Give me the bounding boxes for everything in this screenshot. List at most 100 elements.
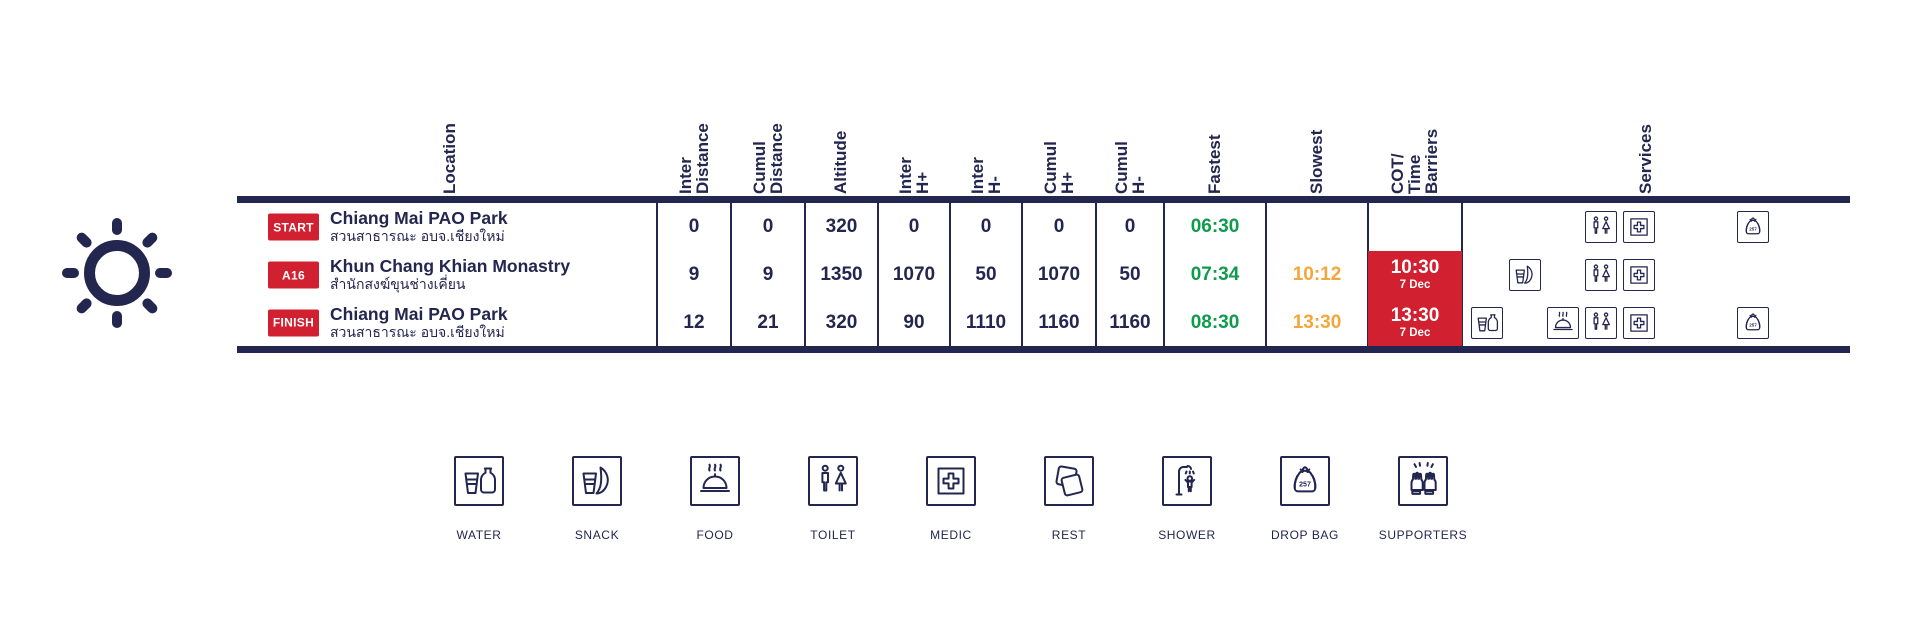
cot-cell: 10:30 7 Dec <box>1368 251 1462 299</box>
header-cot-time-barriers: COT/ Time Barriers <box>1388 128 1441 194</box>
table-row-a16: A16 Khun Chang Khian Monastry สำนักสงฆ์ข… <box>237 251 1850 299</box>
altitude-value: 320 <box>825 216 858 237</box>
cot-date: 7 Dec <box>1399 326 1431 339</box>
rest-icon <box>1044 456 1094 506</box>
altitude-value: 1350 <box>820 264 863 285</box>
inter-h-minus-value: 50 <box>975 264 997 285</box>
location-cell: Chiang Mai PAO Park สวนสาธารณะ อบจ.เชียง… <box>330 208 508 246</box>
checkpoint-badge: A16 <box>268 261 319 289</box>
slowest-time <box>1266 203 1368 251</box>
medic-icon <box>926 456 976 506</box>
services-cell <box>1462 251 1850 299</box>
medic-icon <box>1623 211 1655 243</box>
inter-h-plus-value: 0 <box>908 216 920 237</box>
slowest-time: 10:12 <box>1292 264 1342 285</box>
water-icon <box>454 456 504 506</box>
legend-label: SHOWER <box>1158 528 1216 542</box>
cot-time: 10:30 <box>1390 257 1440 279</box>
inter-distance-value: 9 <box>688 264 700 285</box>
cumul-distance-value: 0 <box>762 216 774 237</box>
dropbag-icon <box>1280 456 1330 506</box>
column-divider <box>730 203 732 346</box>
legend-item-supporters: SUPPORTERS <box>1363 456 1483 542</box>
toilet-icon <box>808 456 858 506</box>
cumul-h-minus-value: 50 <box>1119 264 1141 285</box>
inter-h-plus-value: 1070 <box>892 264 936 285</box>
medic-icon <box>1623 259 1655 291</box>
header-services: Services <box>1636 124 1655 194</box>
water-icon <box>1471 307 1503 339</box>
food-icon <box>690 456 740 506</box>
header-altitude: Altitude <box>831 130 850 194</box>
inter-distance-value: 0 <box>688 216 700 237</box>
toilet-icon <box>1585 307 1617 339</box>
column-divider <box>1095 203 1097 346</box>
column-divider <box>804 203 806 346</box>
legend-label: TOILET <box>810 528 856 542</box>
location-cell: Chiang Mai PAO Park สวนสาธารณะ อบจ.เชียง… <box>330 304 508 342</box>
legend-label: REST <box>1051 528 1087 542</box>
column-divider <box>1461 203 1463 346</box>
fastest-time: 06:30 <box>1190 216 1240 237</box>
header-cumul-distance: Cumul Distance <box>750 123 786 194</box>
table-row-start: START Chiang Mai PAO Park สวนสาธารณะ อบจ… <box>237 203 1850 251</box>
column-divider <box>949 203 951 346</box>
legend-item-snack: SNACK <box>537 456 657 542</box>
dropbag-icon <box>1737 211 1769 243</box>
cumul-h-plus-value: 0 <box>1053 216 1065 237</box>
location-cell: Khun Chang Khian Monastry สำนักสงฆ์ขุนช่… <box>330 256 570 294</box>
column-divider <box>1265 203 1267 346</box>
supporters-icon <box>1398 456 1448 506</box>
cumul-h-minus-value: 0 <box>1124 216 1136 237</box>
cot-time: 13:30 <box>1390 304 1440 326</box>
header-inter-h-minus: Inter H- <box>968 157 1004 194</box>
cot-cell <box>1368 203 1462 251</box>
inter-h-plus-value: 90 <box>903 311 925 333</box>
toilet-icon <box>1585 211 1617 243</box>
legend-item-rest: REST <box>1009 456 1129 542</box>
cot-cell: 13:30 7 Dec <box>1368 299 1462 346</box>
cumul-distance-value: 9 <box>762 264 774 285</box>
finish-badge: FINISH <box>268 309 319 336</box>
header-cumul-h-minus: Cumul H- <box>1112 141 1148 194</box>
legend-item-medic: MEDIC <box>891 456 1011 542</box>
legend-item-dropbag: DROP BAG <box>1245 456 1365 542</box>
dropbag-icon <box>1737 307 1769 339</box>
legend-label: MEDIC <box>930 528 972 542</box>
legend-item-toilet: TOILET <box>773 456 893 542</box>
cot-date: 7 Dec <box>1399 279 1431 292</box>
legend-label: SUPPORTERS <box>1378 528 1468 542</box>
header-slowest: Slowest <box>1307 129 1326 194</box>
location-name: Chiang Mai PAO Park <box>330 208 508 229</box>
inter-h-minus-value: 1110 <box>965 311 1007 333</box>
legend-label: SNACK <box>574 528 620 542</box>
location-name: Chiang Mai PAO Park <box>330 303 508 324</box>
snack-icon <box>572 456 622 506</box>
fastest-time: 08:30 <box>1190 311 1240 333</box>
slowest-time: 13:30 <box>1292 311 1342 333</box>
food-icon <box>1547 307 1579 339</box>
header-cumul-h-plus: Cumul H+ <box>1041 141 1077 194</box>
cumul-h-plus-value: 1070 <box>1037 264 1081 285</box>
header-inter-h-plus: Inter H+ <box>896 157 932 194</box>
location-name: Khun Chang Khian Monastry <box>330 256 571 277</box>
location-name-thai: สำนักสงฆ์ขุนช่างเคี่ยน <box>330 276 466 293</box>
column-divider <box>877 203 879 346</box>
legend-item-shower: SHOWER <box>1127 456 1247 542</box>
column-divider <box>1021 203 1023 346</box>
cumul-h-plus-value: 1160 <box>1038 311 1080 333</box>
header-fastest: Fastest <box>1205 134 1224 194</box>
legend-item-food: FOOD <box>655 456 775 542</box>
inter-h-minus-value: 0 <box>980 216 992 237</box>
cumul-distance-value: 21 <box>757 311 779 333</box>
legend-item-water: WATER <box>419 456 539 542</box>
services-cell <box>1462 203 1850 251</box>
sun-icon <box>62 218 172 328</box>
table-row-finish: FINISH Chiang Mai PAO Park สวนสาธารณะ อบ… <box>237 299 1850 346</box>
medic-icon <box>1623 307 1655 339</box>
legend-label: FOOD <box>696 528 734 542</box>
table-top-border <box>237 196 1850 203</box>
header-inter-distance: Inter Distance <box>676 123 712 194</box>
shower-icon <box>1162 456 1212 506</box>
